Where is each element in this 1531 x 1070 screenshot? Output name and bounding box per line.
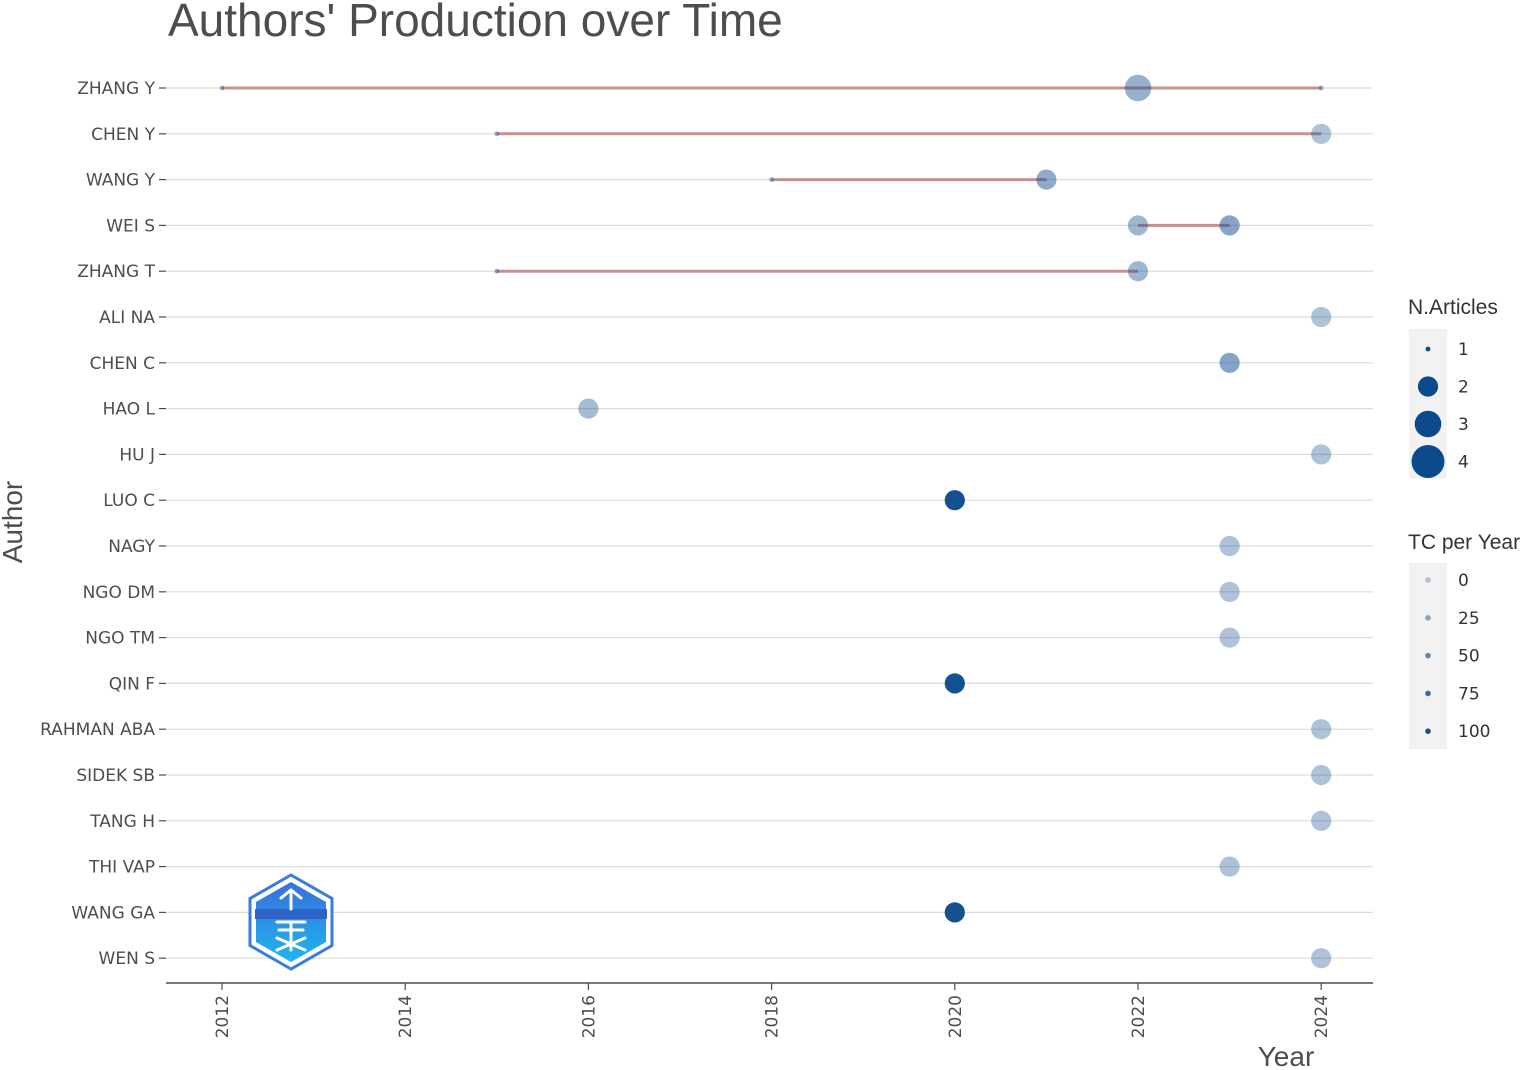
hexagon-logo [248, 873, 334, 971]
legend-size-label: 3 [1458, 415, 1469, 435]
legend-size-label: 4 [1458, 453, 1469, 473]
data-point [1219, 352, 1240, 373]
data-point [1124, 74, 1152, 102]
y-tick-label: NGO TM [85, 629, 155, 649]
legend-alpha-key [1425, 728, 1431, 734]
y-tick-label: QIN F [109, 674, 155, 694]
data-point [1311, 123, 1332, 144]
x-tick-label: 2018 [763, 995, 783, 1038]
chart-title: Authors' Production over Time [168, 0, 783, 46]
y-tick-label: NAGY [108, 537, 155, 557]
y-tick-label: HU J [119, 445, 155, 465]
data-point [1219, 215, 1240, 236]
data-point [1127, 215, 1149, 236]
legend-size-label: 1 [1458, 340, 1469, 360]
y-tick-label: LUO C [103, 491, 155, 511]
data-point [1219, 856, 1240, 877]
data-point [1311, 306, 1332, 328]
y-tick-label: THI VAP [88, 858, 155, 878]
data-point [1219, 581, 1240, 602]
legend-alpha-key [1425, 652, 1431, 659]
data-point [1318, 85, 1324, 91]
y-tick-label: CHEN Y [91, 125, 156, 145]
x-axis: 2012 2014 2016 2018 2020 2022 2024 [166, 982, 1373, 1038]
y-tick-label: ZHANG Y [77, 79, 155, 99]
grid-lines [166, 87, 1373, 959]
y-tick-label: ALI NA [99, 308, 155, 328]
legend-n-articles-title: N.Articles [1408, 296, 1498, 319]
x-tick-label: 2020 [946, 995, 966, 1038]
y-tick-label: RAHMAN ABA [40, 720, 155, 740]
legend-alpha-key [1425, 690, 1431, 697]
legend-size-key [1411, 445, 1445, 478]
data-point [1311, 948, 1332, 969]
legend-size-key [1417, 376, 1439, 397]
x-tick-label: 2024 [1312, 995, 1332, 1038]
legend-n-articles: N.Articles 1 2 3 4 [1408, 296, 1498, 479]
data-point [494, 131, 500, 137]
data-point [1311, 810, 1332, 831]
data-point [1311, 764, 1332, 786]
data-point [769, 177, 774, 183]
x-tick-label: 2016 [579, 995, 599, 1038]
x-tick-label: 2022 [1129, 995, 1149, 1038]
legend-tc-per-year-title: TC per Year [1408, 531, 1520, 554]
data-point [578, 398, 599, 419]
data-point [219, 85, 225, 91]
legend-size-key [1425, 346, 1431, 352]
legend-alpha-label: 0 [1458, 571, 1469, 591]
y-tick-label: ZHANG T [77, 262, 155, 282]
legend-size-key [1414, 410, 1442, 438]
data-point [1311, 719, 1332, 740]
y-tick-label: SIDEK SB [76, 766, 155, 786]
y-axis-title: Author [0, 481, 28, 564]
data-point [1219, 535, 1240, 557]
legend-alpha-key [1425, 577, 1431, 583]
y-tick-label: WEI S [106, 216, 155, 236]
data-point [1036, 169, 1057, 190]
data-points [219, 74, 1332, 969]
legend-alpha-label: 100 [1458, 722, 1490, 742]
data-point [1127, 261, 1149, 282]
x-tick-label: 2014 [396, 995, 416, 1038]
legend-alpha-key [1425, 615, 1431, 621]
y-axis: ZHANG Y CHEN Y WANG Y WEI S ZHANG T ALI NA CHE… [40, 79, 166, 969]
data-point [1219, 627, 1240, 648]
legend-alpha-label: 50 [1458, 647, 1480, 667]
data-point [944, 673, 965, 694]
y-tick-label: WEN S [99, 949, 155, 969]
data-point [494, 268, 500, 274]
legend-alpha-label: 75 [1458, 684, 1480, 704]
data-point [944, 490, 965, 511]
legend-alpha-label: 25 [1458, 609, 1480, 629]
y-tick-label: CHEN C [90, 354, 155, 374]
y-tick-label: WANG GA [71, 903, 155, 923]
data-point [944, 902, 965, 923]
data-point [1311, 444, 1332, 465]
y-tick-label: NGO DM [83, 583, 155, 603]
y-tick-label: WANG Y [86, 171, 156, 191]
legend-tc-per-year: TC per Year 0 25 50 75 100 [1408, 531, 1520, 749]
x-axis-title: Year [1258, 1041, 1315, 1070]
x-tick-label: 2012 [213, 995, 233, 1038]
legend-size-label: 2 [1458, 378, 1469, 398]
y-tick-label: HAO L [103, 400, 156, 420]
timeline-segments [222, 86, 1322, 273]
y-tick-label: TANG H [89, 812, 155, 832]
